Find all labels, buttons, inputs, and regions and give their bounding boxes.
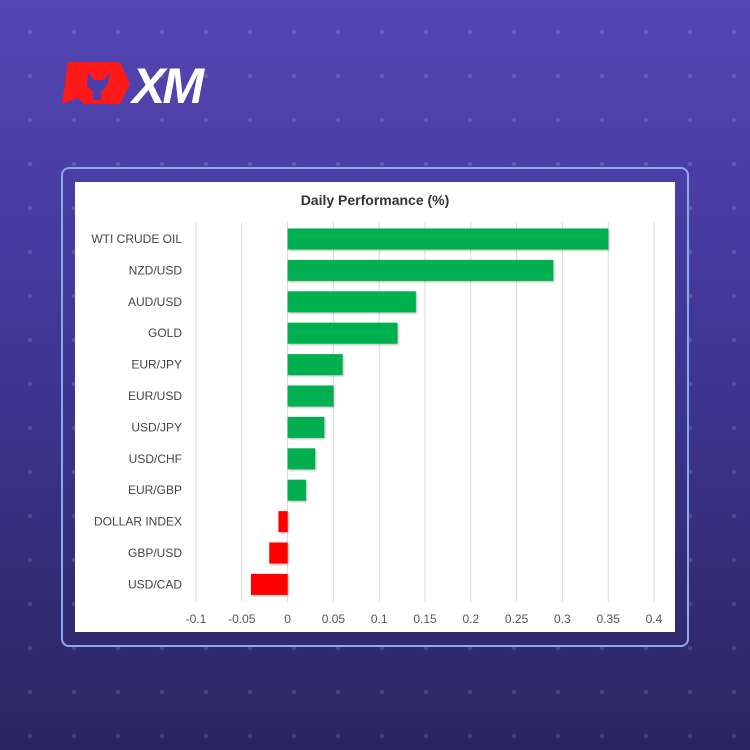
category-label: USD/CAD xyxy=(128,577,182,591)
xm-logo: XM xyxy=(62,58,208,110)
x-tick-label: 0.25 xyxy=(505,612,529,626)
category-label: EUR/JPY xyxy=(131,358,182,372)
svg-text:XM: XM xyxy=(129,58,205,110)
x-tick-label: 0.3 xyxy=(554,612,571,626)
x-tick-label: 0 xyxy=(284,612,291,626)
x-tick-label: 0.15 xyxy=(413,612,437,626)
category-label: USD/JPY xyxy=(131,420,182,434)
x-tick-label: 0.2 xyxy=(462,612,479,626)
x-tick-label: -0.05 xyxy=(228,612,256,626)
x-tick-label: -0.1 xyxy=(186,612,207,626)
bar xyxy=(287,448,316,470)
category-label: DOLLAR INDEX xyxy=(94,515,182,529)
category-label: EUR/GBP xyxy=(128,483,182,497)
bar xyxy=(269,542,288,564)
category-label: WTI CRUDE OIL xyxy=(91,232,182,246)
category-label: EUR/USD xyxy=(128,389,182,403)
chart-panel: Daily Performance (%) -0.1 -0.05 0 0.05 0.1 0… xyxy=(75,182,675,632)
bar-chart: -0.1 -0.05 0 0.05 0.1 0.15 0.2 0.25 0.3 0.35 0.4 WT… xyxy=(91,222,663,626)
bar xyxy=(278,511,288,533)
bar xyxy=(287,322,398,344)
bar xyxy=(287,416,325,438)
category-label: NZD/USD xyxy=(129,263,183,277)
x-tick-label: 0.4 xyxy=(646,612,663,626)
bar xyxy=(287,291,416,313)
x-tick-label: 0.35 xyxy=(597,612,621,626)
category-label: GBP/USD xyxy=(128,546,182,560)
bar xyxy=(287,354,343,376)
category-label: GOLD xyxy=(148,326,182,340)
category-label: AUD/USD xyxy=(128,295,182,309)
bar xyxy=(287,385,334,407)
bar xyxy=(250,573,288,595)
bar xyxy=(287,259,554,281)
bar xyxy=(287,479,306,501)
x-tick-label: 0.1 xyxy=(371,612,388,626)
category-label: USD/CHF xyxy=(129,452,182,466)
x-tick-label: 0.05 xyxy=(322,612,346,626)
chart-title: Daily Performance (%) xyxy=(300,192,450,208)
bar xyxy=(287,228,609,250)
chart-frame xyxy=(61,167,689,647)
